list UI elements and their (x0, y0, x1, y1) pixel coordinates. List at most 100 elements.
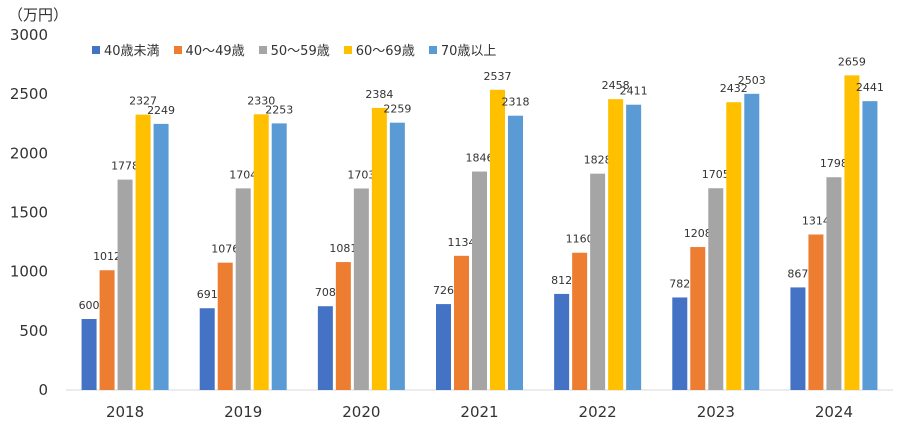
bar (454, 255, 469, 390)
bar (708, 188, 724, 390)
bar (472, 171, 487, 390)
data-label: 1798 (820, 157, 848, 170)
bar (626, 104, 642, 390)
bar (317, 306, 333, 390)
data-label: 1705 (702, 168, 730, 181)
y-tick-label: 1000 (10, 263, 48, 281)
legend-item: 70歳以上 (428, 40, 497, 59)
y-tick-label: 2500 (10, 85, 48, 103)
bar (572, 252, 588, 390)
bar (690, 247, 706, 390)
bar (436, 304, 451, 390)
bar (81, 319, 97, 390)
bar (235, 188, 251, 390)
data-label: 1134 (448, 236, 476, 249)
legend-label: 60～69歳 (355, 44, 415, 59)
legend-swatch (173, 45, 182, 54)
data-label: 2432 (720, 82, 748, 95)
data-label: 812 (551, 274, 572, 287)
bar (199, 308, 215, 390)
bar (862, 101, 878, 391)
bar (389, 122, 405, 390)
x-tick-label: 2020 (342, 403, 380, 421)
data-label: 1828 (584, 154, 612, 167)
bar (490, 89, 505, 390)
legend-label: 40歳未満 (104, 44, 160, 59)
y-tick-label: 500 (19, 322, 48, 340)
y-tick-label: 1500 (10, 204, 48, 222)
bar (844, 75, 860, 390)
y-tick-label: 3000 (10, 26, 48, 44)
bar (590, 173, 606, 390)
legend-item: 50～59歳 (258, 40, 330, 59)
legend-item: 40～49歳 (173, 40, 245, 59)
bar (117, 179, 133, 390)
data-label: 2249 (147, 104, 175, 117)
data-label: 691 (197, 288, 218, 301)
x-tick-label: 2022 (579, 403, 617, 421)
bar (808, 234, 824, 390)
legend-swatch (343, 45, 352, 54)
data-label: 1846 (466, 152, 494, 165)
data-label: 708 (315, 286, 336, 299)
data-label: 867 (787, 267, 808, 280)
bar (353, 188, 369, 390)
data-label: 2458 (602, 79, 630, 92)
bar (608, 99, 624, 391)
y-axis-unit-label: （万円） (8, 6, 69, 24)
bar (99, 270, 115, 390)
legend-label: 40～49歳 (185, 44, 245, 59)
x-tick-label: 2024 (815, 403, 853, 421)
data-label: 2659 (838, 55, 866, 68)
y-tick-label: 2000 (10, 144, 48, 162)
y-tick-label: 0 (38, 381, 48, 399)
x-tick-label: 2019 (224, 403, 262, 421)
data-label: 2384 (365, 88, 393, 101)
x-tick-label: 2023 (697, 403, 735, 421)
data-label: 1314 (802, 215, 830, 228)
bar (726, 102, 742, 391)
legend-swatch (428, 45, 437, 54)
data-label: 2253 (265, 103, 293, 116)
bar (826, 177, 842, 390)
bar (153, 123, 169, 390)
data-label: 726 (433, 284, 454, 297)
bar (790, 287, 806, 390)
data-label: 1704 (229, 168, 257, 181)
legend-swatch (92, 45, 100, 54)
legend-item: 60～69歳 (343, 40, 415, 59)
bar (135, 114, 151, 390)
bar (554, 293, 570, 390)
bar (744, 93, 760, 390)
data-label: 1076 (211, 243, 239, 256)
data-label: 2330 (247, 94, 275, 107)
data-label: 2259 (383, 103, 411, 116)
data-label: 2441 (856, 81, 884, 94)
bar (508, 115, 523, 390)
data-label: 1012 (93, 250, 121, 263)
legend-item: 40歳未満 (92, 40, 160, 59)
legend-swatch (258, 45, 267, 54)
data-label: 782 (669, 277, 690, 290)
legend-label: 70歳以上 (440, 44, 497, 59)
bar (253, 114, 269, 391)
data-label: 1703 (347, 168, 375, 181)
data-label: 2318 (502, 96, 530, 109)
bar (672, 297, 688, 390)
data-label: 1160 (566, 233, 594, 246)
data-label: 2503 (738, 74, 766, 87)
data-label: 2327 (129, 95, 157, 108)
bar (271, 123, 287, 391)
bar (371, 107, 387, 390)
x-tick-label: 2021 (460, 403, 498, 421)
data-label: 1208 (684, 227, 712, 240)
bar (217, 262, 233, 390)
x-tick-label: 2018 (106, 403, 144, 421)
chart-legend: 40歳未満 40～49歳 50～59歳 60～69歳 70歳以上 (92, 40, 496, 59)
data-label: 600 (79, 299, 100, 312)
legend-label: 50～59歳 (270, 44, 330, 59)
bar (335, 262, 351, 390)
data-label: 2537 (484, 70, 512, 83)
